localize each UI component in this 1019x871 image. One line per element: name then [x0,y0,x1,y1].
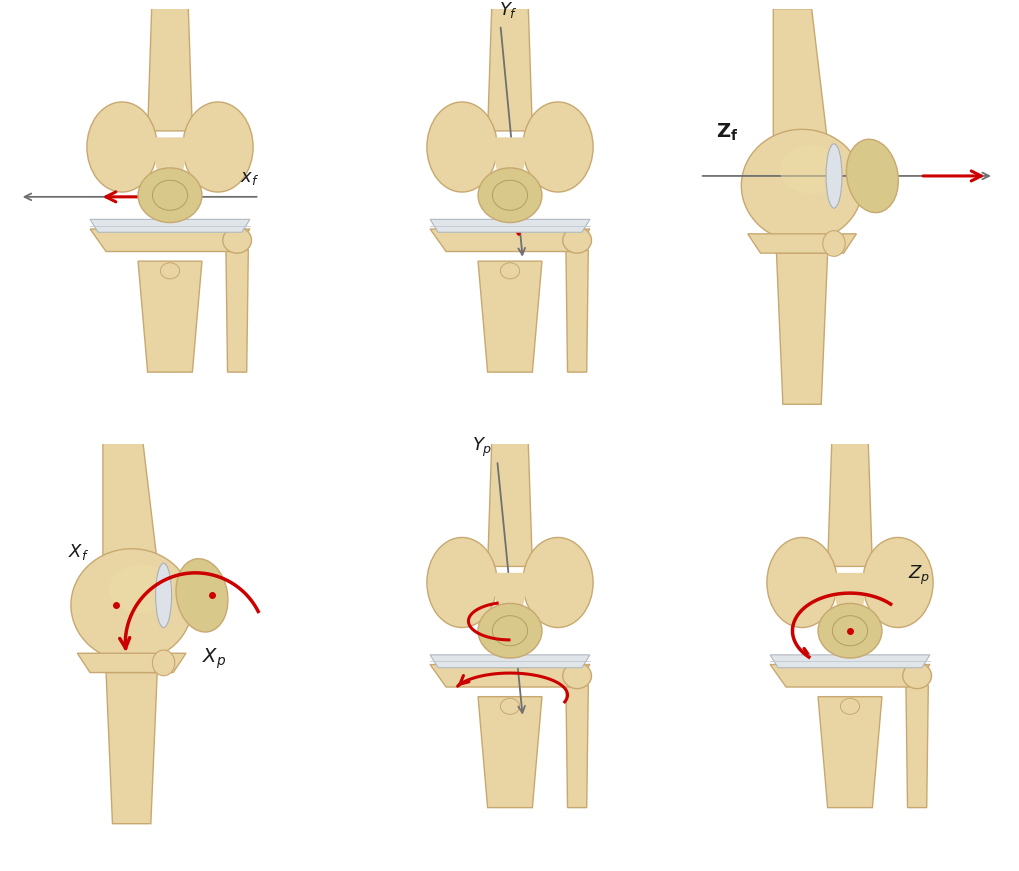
Text: $Y_f$: $Y_f$ [498,0,518,20]
Polygon shape [430,219,589,233]
Ellipse shape [840,699,859,714]
Polygon shape [490,138,529,172]
Ellipse shape [478,604,541,658]
Ellipse shape [160,263,179,279]
Ellipse shape [109,564,173,613]
Polygon shape [77,653,185,672]
Polygon shape [487,0,532,131]
Polygon shape [138,261,202,372]
Polygon shape [430,665,589,687]
Polygon shape [148,0,193,131]
Text: $Y_p$: $Y_p$ [471,436,491,459]
Polygon shape [226,250,248,372]
Polygon shape [106,672,157,824]
Text: $x_f$: $x_f$ [240,169,259,187]
Ellipse shape [222,227,252,253]
Polygon shape [487,422,532,566]
Polygon shape [905,685,927,807]
Ellipse shape [156,564,171,627]
Polygon shape [769,665,929,687]
Text: $X_p$: $X_p$ [202,646,226,672]
Ellipse shape [182,102,253,192]
Text: $Z_p$: $Z_p$ [907,564,928,587]
Ellipse shape [822,231,845,256]
Ellipse shape [427,102,496,192]
Polygon shape [826,422,871,566]
Ellipse shape [817,604,881,658]
Ellipse shape [176,558,227,632]
Ellipse shape [902,663,930,689]
Ellipse shape [500,699,519,714]
Polygon shape [90,229,250,252]
Ellipse shape [427,537,496,627]
Ellipse shape [741,129,862,242]
Polygon shape [566,250,588,372]
Ellipse shape [825,144,842,208]
Polygon shape [430,229,589,252]
Polygon shape [830,573,868,608]
Polygon shape [490,573,529,608]
Ellipse shape [152,650,174,676]
Ellipse shape [562,227,591,253]
Ellipse shape [500,263,519,279]
Ellipse shape [862,537,932,627]
Text: $\mathbf{Z}_\mathbf{f}$: $\mathbf{Z}_\mathbf{f}$ [715,121,738,143]
Ellipse shape [138,168,202,223]
Polygon shape [775,253,826,404]
Polygon shape [769,655,929,668]
Polygon shape [817,697,881,807]
Ellipse shape [71,549,193,661]
Ellipse shape [523,102,592,192]
Polygon shape [151,138,189,172]
Ellipse shape [562,663,591,689]
Ellipse shape [766,537,837,627]
Polygon shape [103,429,160,589]
Ellipse shape [779,145,843,193]
Polygon shape [478,697,541,807]
Ellipse shape [87,102,157,192]
Polygon shape [90,219,250,233]
Ellipse shape [478,168,541,223]
Ellipse shape [523,537,592,627]
Polygon shape [430,655,589,668]
Polygon shape [747,233,856,253]
Polygon shape [478,261,541,372]
Polygon shape [772,9,830,170]
Ellipse shape [846,139,898,213]
Text: $X_f$: $X_f$ [67,542,89,562]
Polygon shape [566,685,588,807]
